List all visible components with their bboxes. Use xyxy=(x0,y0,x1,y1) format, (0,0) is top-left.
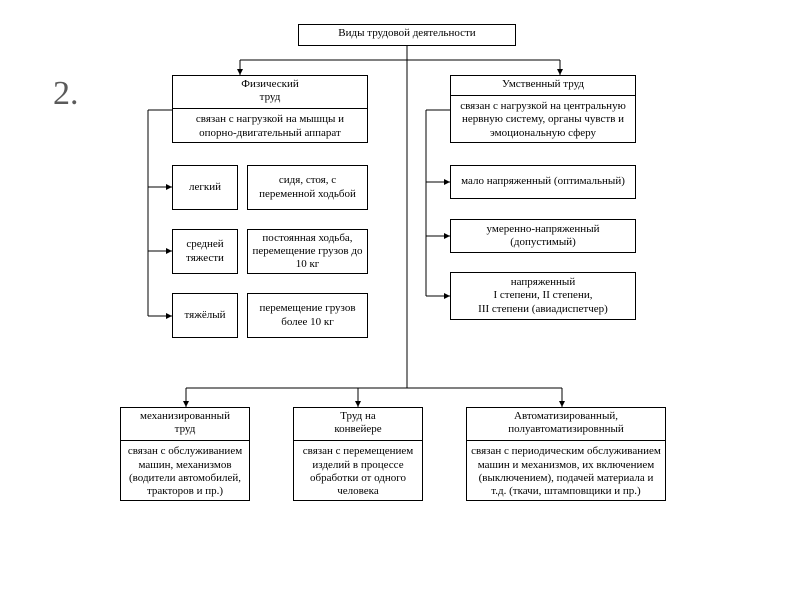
mental-level-1: умеренно-напряженный (допустимый) xyxy=(450,219,636,253)
mental-level-2: напряженный I степени, II степени, III с… xyxy=(450,272,636,320)
root-label: Виды трудовой деятельности xyxy=(299,25,515,42)
physical-desc: связан с нагрузкой на мышцы и опорно-дви… xyxy=(173,111,367,141)
root-box: Виды трудовой деятельности xyxy=(298,24,516,46)
physical-title1: Физический xyxy=(177,78,363,91)
bottom-box-2: Автоматизированный,полуавтоматизировнный… xyxy=(466,407,666,501)
physical-title2: труд xyxy=(177,91,363,104)
physical-box: Физический труд связан с нагрузкой на мы… xyxy=(172,75,368,143)
mental-title: Умственный труд xyxy=(451,76,635,93)
bottom-box-1: Труд наконвейере связан с перемещением и… xyxy=(293,407,423,501)
bottom-box-0: механизированныйтруд связан с обслуживан… xyxy=(120,407,250,501)
phys-row-2-name: тяжёлый xyxy=(172,293,238,338)
phys-row-1-desc: постоянная ходьба, перемещение грузов до… xyxy=(247,229,368,274)
phys-row-2-desc: перемещение грузов более 10 кг xyxy=(247,293,368,338)
mental-box: Умственный труд связан с нагрузкой на це… xyxy=(450,75,636,143)
mental-desc: связан с нагрузкой на центральную нервну… xyxy=(451,98,635,142)
mental-level-0: мало напряженный (оптимальный) xyxy=(450,165,636,199)
slide-number: 2. xyxy=(53,75,79,113)
phys-row-0-name: легкий xyxy=(172,165,238,210)
phys-row-1-name: средней тяжести xyxy=(172,229,238,274)
connectors-svg xyxy=(0,0,800,600)
phys-row-0-desc: сидя, стоя, с переменной ходьбой xyxy=(247,165,368,210)
